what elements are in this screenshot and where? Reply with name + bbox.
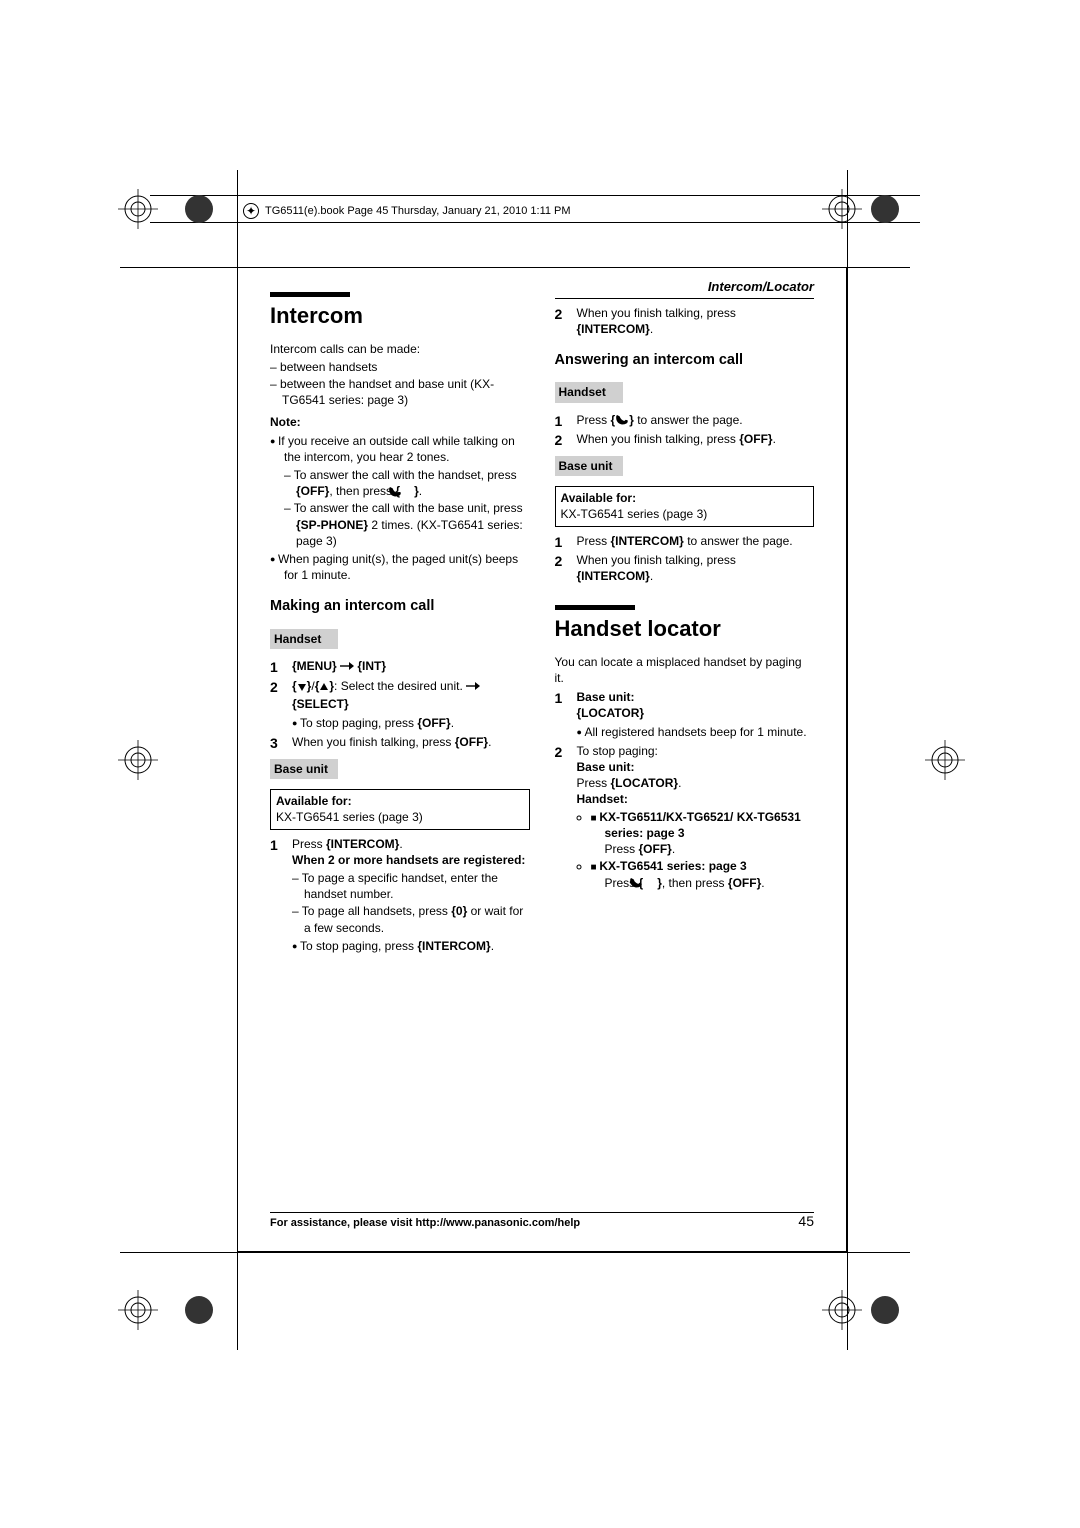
making-handset-steps: {MENU} {INT} {}/{}: Select the desired u… (270, 658, 530, 750)
step: Base unit: {LOCATOR} All registered hand… (555, 689, 815, 740)
right-column: Intercom/Locator When you finish talking… (555, 278, 815, 1216)
section-intercom-title: Intercom (270, 301, 530, 331)
section-rule (270, 292, 350, 297)
left-column: Intercom Intercom calls can be made: bet… (270, 278, 530, 1216)
locator-steps: Base unit: {LOCATOR} All registered hand… (555, 689, 815, 891)
step: {}/{}: Select the desired unit. {SELECT}… (270, 678, 530, 731)
step: To stop paging: Base unit: Press {LOCATO… (555, 743, 815, 891)
header-rule-top (150, 195, 920, 196)
list-item: To page a specific handset, enter the ha… (292, 870, 530, 902)
book-header: ✦ TG6511(e).book Page 45 Thursday, Janua… (243, 203, 571, 219)
list-item: KX-TG6511/KX-TG6521/ KX-TG6531 series: p… (591, 809, 815, 858)
locator-intro: You can locate a misplaced handset by pa… (555, 654, 815, 686)
reg-mark-mid-right (925, 740, 965, 780)
page: ✦ TG6511(e).book Page 45 Thursday, Janua… (237, 267, 847, 1252)
step: When you finish talking, press {INTERCOM… (555, 305, 815, 337)
section-locator-title: Handset locator (555, 614, 815, 644)
list-item: All registered handsets beep for 1 minut… (577, 724, 815, 740)
list-item: If you receive an outside call while tal… (270, 433, 530, 549)
list-item: When paging unit(s), the paged unit(s) b… (270, 551, 530, 583)
step: Press {INTERCOM}. When 2 or more handset… (270, 836, 530, 954)
halftone-top-right (870, 194, 900, 224)
note-list: If you receive an outside call while tal… (270, 433, 530, 584)
handset-band: Handset (270, 629, 338, 649)
page-footer: For assistance, please visit http://www.… (270, 1213, 814, 1229)
step: Press {INTERCOM} to answer the page. (555, 533, 815, 549)
answering-base-steps: Press {INTERCOM} to answer the page. Whe… (555, 533, 815, 585)
reg-mark-bot-left (118, 1290, 158, 1330)
crop-line-right (847, 170, 848, 1350)
list-item: To answer the call with the handset, pre… (284, 467, 530, 499)
intercom-intro-list: between handsets between the handset and… (270, 359, 530, 409)
step: Press {} to answer the page. (555, 412, 815, 428)
section-rule (555, 605, 635, 610)
reg-mark-mid-left (118, 740, 158, 780)
halftone-top-left (184, 194, 214, 224)
running-head-rule (555, 298, 815, 299)
halftone-bot-left (184, 1295, 214, 1325)
making-heading: Making an intercom call (270, 597, 530, 617)
reg-mark-bot-right-1 (822, 1290, 862, 1330)
footer-text: For assistance, please visit http://www.… (270, 1217, 580, 1229)
list-item: KX-TG6541 series: page 3 Press {}, then … (591, 858, 815, 891)
answering-heading: Answering an intercom call (555, 351, 815, 371)
running-head: Intercom/Locator (555, 278, 815, 296)
crop-line-bottom (120, 1252, 910, 1253)
halftone-bot-right (870, 1295, 900, 1325)
base-band: Base unit (270, 759, 338, 779)
page-number: 45 (798, 1213, 814, 1229)
book-header-text: TG6511(e).book Page 45 Thursday, January… (265, 205, 571, 217)
step: When you finish talking, press {INTERCOM… (555, 552, 815, 584)
list-item: To answer the call with the base unit, p… (284, 500, 530, 549)
step: When you finish talking, press {OFF}. (555, 431, 815, 447)
intercom-intro: Intercom calls can be made: (270, 341, 530, 357)
making-base-steps-cont: When you finish talking, press {INTERCOM… (555, 305, 815, 337)
reg-mark-top-left (118, 189, 158, 229)
list-item: between the handset and base unit (KX-TG… (270, 376, 530, 408)
book-header-icon: ✦ (243, 203, 259, 219)
answering-handset-steps: Press {} to answer the page. When you fi… (555, 412, 815, 447)
list-item: between handsets (270, 359, 530, 375)
content-area: Intercom Intercom calls can be made: bet… (270, 278, 814, 1216)
available-for-table: Available for: KX-TG6541 series (page 3) (270, 789, 530, 829)
making-base-steps: Press {INTERCOM}. When 2 or more handset… (270, 836, 530, 954)
list-item: To page all handsets, press {0} or wait … (292, 903, 530, 935)
step: {MENU} {INT} (270, 658, 530, 675)
note-sublist: To answer the call with the handset, pre… (284, 467, 530, 549)
base-band: Base unit (555, 456, 623, 476)
reg-mark-top-right-1 (822, 189, 862, 229)
note-label: Note: (270, 414, 530, 430)
handset-band: Handset (555, 382, 623, 402)
available-for-table: Available for: KX-TG6541 series (page 3) (555, 486, 815, 526)
header-rule-bottom (150, 222, 920, 223)
list-item: To stop paging, press {OFF}. (292, 715, 530, 731)
list-item: To stop paging, press {INTERCOM}. (292, 938, 530, 954)
step: When you finish talking, press {OFF}. (270, 734, 530, 750)
